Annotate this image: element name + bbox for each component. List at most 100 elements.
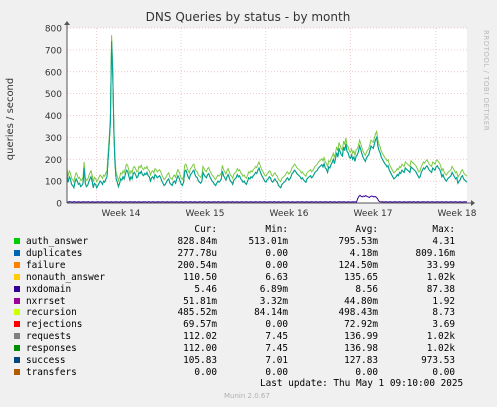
legend-header: Cur: Min: Avg: Max: — [0, 224, 497, 236]
legend-row-auth_answer: auth_answer 828.84m 513.01m 795.53m 4.31 — [0, 236, 497, 248]
header-max: Max: — [432, 224, 455, 235]
legend-swatch — [14, 285, 20, 292]
chart: DNS Queries by status - by month queries… — [5, 10, 477, 219]
legend-avg: 124.50m — [338, 259, 378, 271]
legend-label: failure — [26, 259, 66, 271]
y-axis-label: queries / second — [5, 78, 16, 160]
y-tick-label: 500 — [45, 90, 62, 100]
legend-cur: 105.83 — [183, 355, 217, 366]
legend-min: 0.00 — [265, 259, 288, 271]
legend-min: 513.01m — [248, 236, 288, 247]
legend-avg: 8.56 — [355, 283, 378, 295]
legend-cur: 277.78u — [177, 247, 217, 259]
legend-max: 3.69 — [432, 319, 455, 331]
legend-label: recursion — [26, 307, 77, 319]
legend-avg: 4.18m — [349, 247, 378, 259]
legend-swatch — [14, 321, 20, 328]
legend-min: 3.32m — [259, 295, 288, 307]
legend-cur: 200.54m — [177, 259, 217, 271]
legend-cur: 51.81m — [183, 295, 217, 307]
legend-row-rejections: rejections 69.57m 0.00 72.92m 3.69 — [0, 319, 497, 331]
last-update: Last update: Thu May 1 09:10:00 2025 — [260, 378, 464, 389]
legend-avg: 498.43m — [338, 307, 378, 319]
legend-avg: 72.92m — [344, 319, 378, 331]
legend-min: 7.45 — [265, 331, 288, 343]
legend-swatch — [14, 357, 20, 363]
legend-row-duplicates: duplicates 277.78u 0.00 4.18m 809.16m — [0, 248, 497, 260]
legend-row-recursion: recursion 485.52m 84.14m 498.43m 8.73 — [0, 307, 497, 319]
legend-min: 6.63 — [265, 271, 288, 283]
legend-avg: 135.65 — [344, 271, 378, 283]
legend-swatch — [14, 273, 20, 280]
legend-row-nxdomain: nxdomain 5.46 6.89m 8.56 87.38 — [0, 284, 497, 296]
legend-swatch — [14, 261, 20, 268]
x-tick-label: Week 18 — [438, 209, 477, 219]
legend-row-nxrrset: nxrrset 51.81m 3.32m 44.80m 1.92 — [0, 296, 497, 308]
x-tick-label: Week 14 — [102, 209, 141, 219]
legend-swatch — [14, 238, 20, 244]
legend-label: transfers — [26, 366, 77, 378]
y-tick-label: 400 — [45, 112, 62, 122]
rrdtool-watermark: RRDTOOL / TOBI OETIKER — [482, 30, 490, 132]
y-axis-arrow — [64, 21, 70, 25]
legend-label: nxrrset — [26, 295, 66, 307]
legend-label: nxdomain — [26, 283, 72, 295]
header-cur: Cur: — [194, 224, 217, 235]
legend-label: rejections — [26, 319, 83, 331]
legend-swatch — [14, 309, 20, 316]
legend-max: 1.92 — [432, 295, 455, 307]
legend-max: 4.31 — [432, 236, 455, 247]
y-tick-label: 0 — [56, 200, 62, 210]
legend-min: 0.00 — [265, 247, 288, 259]
chart-title: DNS Queries by status - by month — [146, 10, 351, 24]
legend-max: 8.73 — [432, 307, 455, 319]
legend-swatch — [14, 368, 20, 375]
x-axis-arrow — [471, 200, 475, 206]
y-tick-label: 600 — [45, 68, 62, 78]
legend-swatch — [14, 249, 20, 256]
legend-swatch — [14, 345, 20, 352]
legend-max: 1.02k — [426, 271, 455, 283]
legend-max: 1.02k — [426, 343, 455, 355]
legend-row-requests: requests 112.02 7.45 136.99 1.02k — [0, 331, 497, 343]
legend-avg: 136.98 — [344, 343, 378, 355]
legend-label: requests — [26, 331, 72, 343]
legend-avg: 44.80m — [344, 295, 378, 307]
legend-row-transfers: transfers 0.00 0.00 0.00 0.00 — [0, 367, 497, 379]
x-tick-label: Week 15 — [186, 209, 225, 219]
legend-avg: 127.83 — [344, 355, 378, 366]
header-avg: Avg: — [355, 224, 378, 235]
legend-cur: 485.52m — [177, 307, 217, 319]
legend-avg: 136.99 — [344, 331, 378, 343]
legend-swatch — [14, 333, 20, 340]
legend-swatch — [14, 297, 20, 304]
legend-max: 1.02k — [426, 331, 455, 343]
legend-min: 84.14m — [254, 307, 288, 319]
series-line-responses — [66, 35, 468, 184]
legend-max: 0.00 — [432, 366, 455, 378]
x-tick-label: Week 17 — [354, 209, 393, 219]
legend-row-nonauth_answer: nonauth_answer 110.50 6.63 135.65 1.02k — [0, 272, 497, 284]
legend-cur: 69.57m — [183, 319, 217, 331]
y-tick-label: 800 — [45, 25, 62, 35]
legend-avg: 795.53m — [338, 236, 378, 247]
legend-row-success: success 105.83 7.01 127.83 973.53 — [0, 355, 497, 367]
legend-row-responses: responses 112.00 7.45 136.98 1.02k — [0, 343, 497, 355]
y-tick-label: 200 — [45, 156, 62, 166]
legend-cur: 828.84m — [177, 236, 217, 247]
header-min: Min: — [265, 224, 288, 235]
legend-min: 0.00 — [265, 319, 288, 331]
legend-row-failure: failure 200.54m 0.00 124.50m 33.99 — [0, 260, 497, 272]
legend-min: 6.89m — [259, 283, 288, 295]
legend-label: duplicates — [26, 247, 83, 259]
y-tick-label: 100 — [45, 178, 62, 188]
y-tick-label: 300 — [45, 134, 62, 144]
legend-cur: 112.02 — [183, 331, 217, 343]
legend-label: success — [26, 355, 66, 366]
legend-avg: 0.00 — [355, 366, 378, 378]
legend-label: responses — [26, 343, 77, 355]
legend-cur: 112.00 — [183, 343, 217, 355]
y-tick-label: 700 — [45, 46, 62, 56]
legend-label: auth_answer — [26, 236, 89, 247]
legend-cur: 5.46 — [194, 283, 217, 295]
